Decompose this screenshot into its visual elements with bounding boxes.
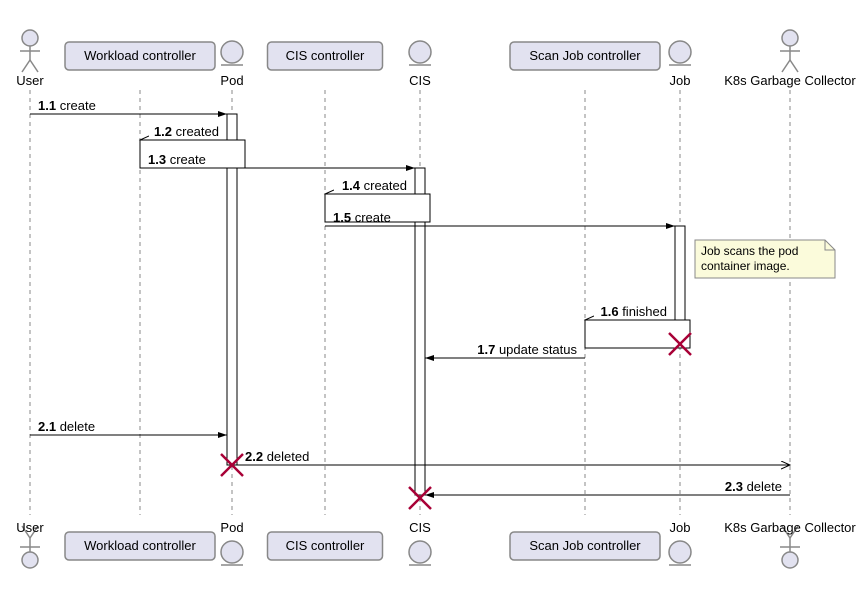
participant-label: Scan Job controller xyxy=(529,48,641,63)
note-text: Job scans the pod xyxy=(701,244,798,258)
note-text: container image. xyxy=(701,259,790,273)
entity-head xyxy=(221,541,243,563)
participant-label: CIS controller xyxy=(286,48,365,63)
message-label: 1.1 create xyxy=(38,98,96,113)
sequence-diagram: User Workload controller Pod CIS controller… xyxy=(0,0,867,597)
message-label: 1.6 finished xyxy=(601,304,668,319)
self-return-box xyxy=(585,320,690,348)
participant-label: K8s Garbage Collector xyxy=(724,520,856,535)
message-label: 1.3 create xyxy=(148,152,206,167)
participant-label: CIS xyxy=(409,520,431,535)
message-label: 2.1 delete xyxy=(38,419,95,434)
participant-label: Job xyxy=(670,73,691,88)
entity-head xyxy=(669,41,691,63)
message-label: 2.2 deleted xyxy=(245,449,309,464)
participant-label: CIS xyxy=(409,73,431,88)
actor-figure xyxy=(20,30,40,72)
entity-head xyxy=(409,41,431,63)
participant-label: CIS controller xyxy=(286,538,365,553)
participant-label: Workload controller xyxy=(84,48,196,63)
entity-head xyxy=(669,541,691,563)
actor-figure xyxy=(780,30,800,72)
participant-label: User xyxy=(16,520,44,535)
participant-label: User xyxy=(16,73,44,88)
participant-label: Workload controller xyxy=(84,538,196,553)
participant-label: Pod xyxy=(220,73,243,88)
participant-label: Job xyxy=(670,520,691,535)
participant-label: Pod xyxy=(220,520,243,535)
message-label: 1.5 create xyxy=(333,210,391,225)
message-label: 1.4 created xyxy=(342,178,407,193)
message-label: 1.2 created xyxy=(154,124,219,139)
message-label: 1.7 update status xyxy=(477,342,577,357)
participant-label: K8s Garbage Collector xyxy=(724,73,856,88)
participant-label: Scan Job controller xyxy=(529,538,641,553)
entity-head xyxy=(409,541,431,563)
entity-head xyxy=(221,41,243,63)
message-label: 2.3 delete xyxy=(725,479,782,494)
